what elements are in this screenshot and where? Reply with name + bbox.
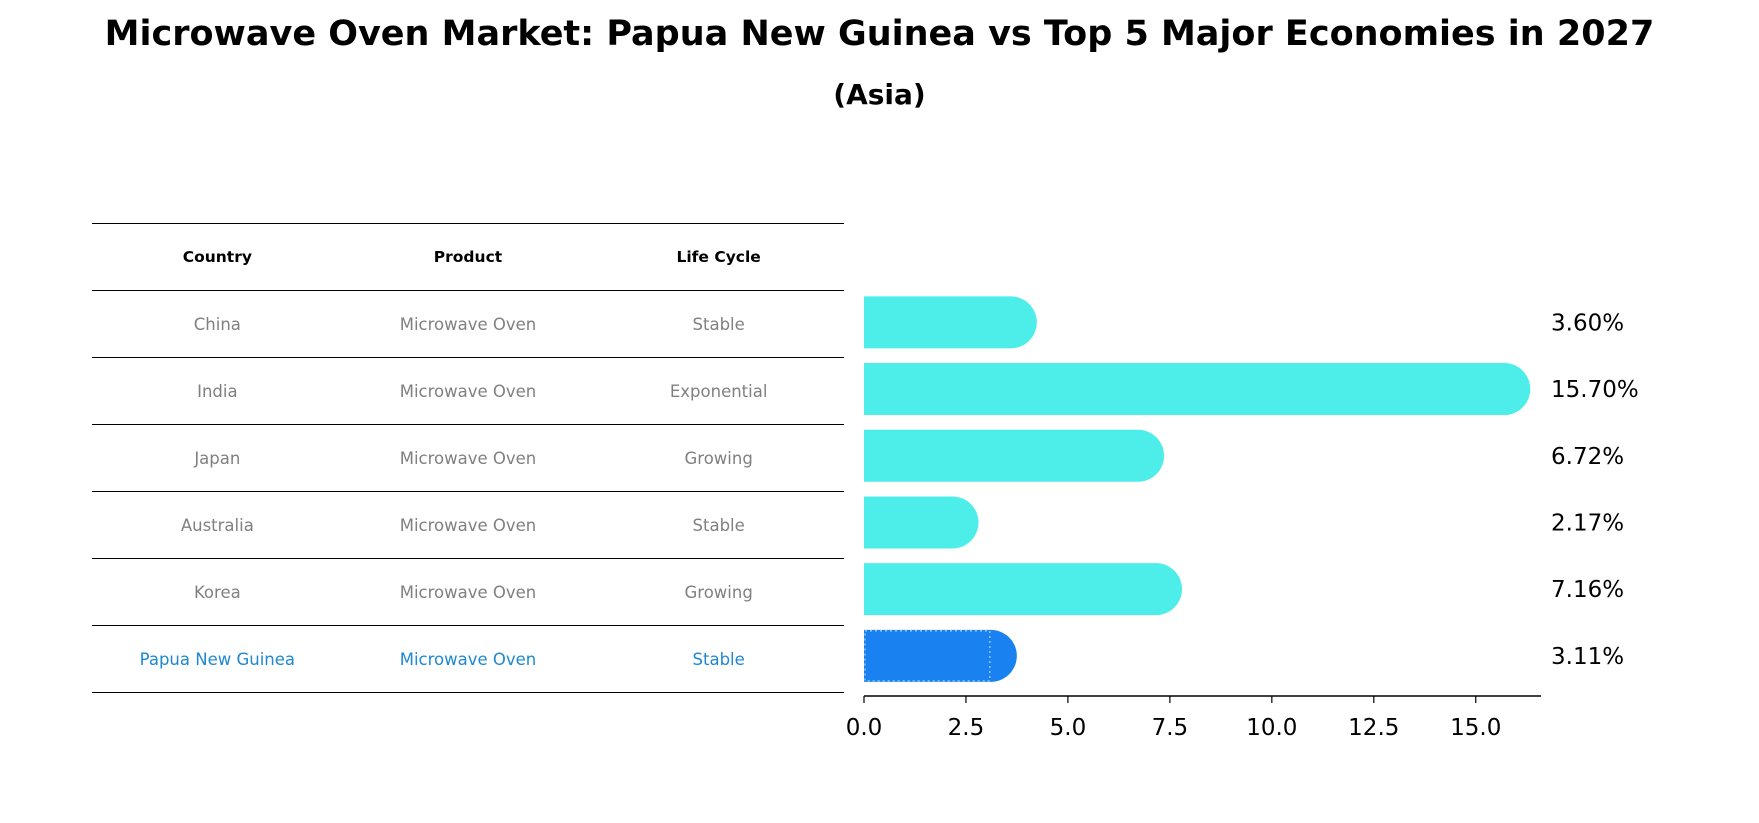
cell-country: Papua New Guinea	[92, 625, 343, 693]
header-product: Product	[342, 223, 594, 291]
cell-product: Microwave Oven	[342, 491, 594, 559]
cell-life-cycle: Stable	[593, 625, 844, 693]
x-tick-label: 5.0	[1050, 715, 1087, 741]
cell-product: Microwave Oven	[342, 558, 594, 626]
x-tick-label: 10.0	[1246, 715, 1297, 741]
value-label-japan: 6.72%	[1551, 444, 1624, 470]
cell-country: Korea	[92, 558, 343, 626]
bar-australia	[864, 496, 979, 549]
header-life-cycle: Life Cycle	[593, 223, 844, 291]
cell-life-cycle: Growing	[593, 558, 844, 626]
chart-subtitle: (Asia)	[833, 78, 926, 111]
cell-country: Japan	[92, 424, 343, 492]
bar-korea	[864, 563, 1183, 616]
bar-papua-new-guinea	[864, 629, 1017, 682]
header-country: Country	[92, 223, 343, 291]
cell-life-cycle: Exponential	[593, 357, 844, 425]
cell-product: Microwave Oven	[342, 625, 594, 693]
cell-country: Australia	[92, 491, 343, 559]
table-row: Australia Microwave Oven Stable	[92, 491, 844, 559]
cell-product: Microwave Oven	[342, 357, 594, 425]
table-row: China Microwave Oven Stable	[92, 290, 844, 358]
cell-life-cycle: Growing	[593, 424, 844, 492]
value-label-india: 15.70%	[1551, 377, 1639, 403]
data-table: Country Product Life Cycle China Microwa…	[92, 223, 844, 693]
table-row: India Microwave Oven Exponential	[92, 357, 844, 425]
bar-india	[864, 363, 1531, 416]
table-row: Korea Microwave Oven Growing	[92, 558, 844, 626]
cell-life-cycle: Stable	[593, 290, 844, 358]
cell-country: China	[92, 290, 343, 358]
x-tick-label: 0.0	[846, 715, 883, 741]
x-tick-label: 15.0	[1450, 715, 1501, 741]
bar-china	[864, 296, 1037, 349]
x-tick-label: 7.5	[1152, 715, 1189, 741]
x-tick-label: 12.5	[1348, 715, 1399, 741]
cell-country: India	[92, 357, 343, 425]
cell-product: Microwave Oven	[342, 424, 594, 492]
value-label-papua-new-guinea: 3.11%	[1551, 644, 1624, 670]
table-row-highlight: Papua New Guinea Microwave Oven Stable	[92, 625, 844, 693]
x-tick-label: 2.5	[948, 715, 985, 741]
value-label-australia: 2.17%	[1551, 510, 1624, 536]
table-row: Japan Microwave Oven Growing	[92, 424, 844, 492]
value-label-china: 3.60%	[1551, 310, 1624, 336]
cell-life-cycle: Stable	[593, 491, 844, 559]
cell-product: Microwave Oven	[342, 290, 594, 358]
bar-japan	[864, 429, 1165, 482]
value-label-korea: 7.16%	[1551, 577, 1624, 603]
table-header-row: Country Product Life Cycle	[92, 223, 844, 291]
chart-title: Microwave Oven Market: Papua New Guinea …	[104, 14, 1655, 54]
